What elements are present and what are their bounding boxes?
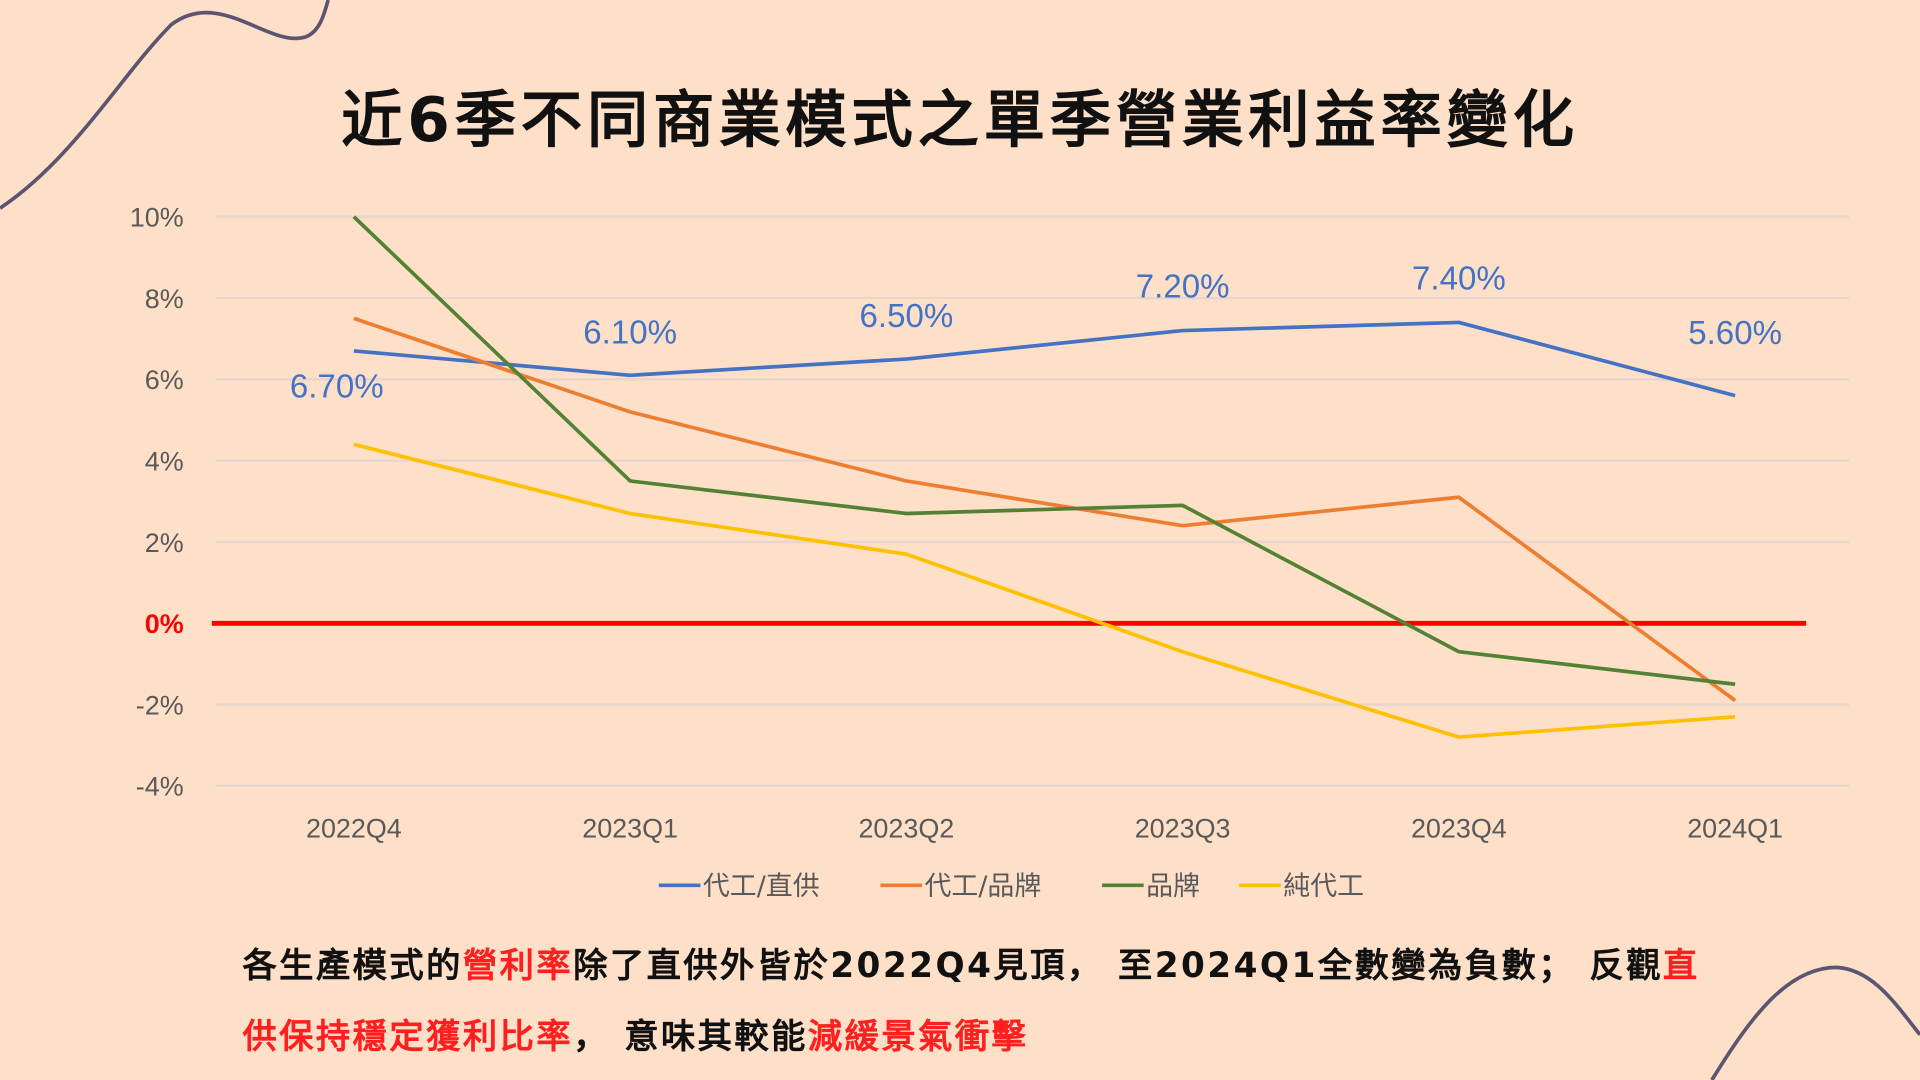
caption-text: ， 意味其較能 xyxy=(573,1016,808,1057)
series-line-代工/品牌 xyxy=(353,316,1737,702)
y-tick-label: 8% xyxy=(145,284,184,314)
x-tick-label: 2023Q1 xyxy=(582,814,678,844)
data-label: 7.20% xyxy=(1136,269,1230,306)
data-label: 6.70% xyxy=(290,368,384,405)
legend-label: 代工/品牌 xyxy=(924,871,1041,902)
y-tick-label: 2% xyxy=(145,528,184,558)
caption: 各生產模式的營利率除了直供外皆於2022Q4見頂， 至2024Q1全數變為負數；… xyxy=(242,931,1711,1073)
x-tick-label: 2023Q4 xyxy=(1411,814,1507,844)
series-line-品牌 xyxy=(352,215,1736,687)
y-tick-label: 4% xyxy=(145,446,184,476)
x-tick-label: 2023Q3 xyxy=(1135,814,1231,844)
caption-highlight: 直供保持穩定獲利比率 xyxy=(242,945,1700,1057)
data-label: 6.50% xyxy=(860,298,954,335)
y-tick-label: 10% xyxy=(130,203,184,233)
y-tick-label: 0% xyxy=(145,609,184,639)
legend-label: 代工/直供 xyxy=(703,871,820,902)
y-tick-label: -4% xyxy=(136,772,184,802)
x-tick-label: 2022Q4 xyxy=(306,814,402,844)
legend-label: 品牌 xyxy=(1146,871,1200,902)
data-label: 7.40% xyxy=(1412,260,1506,297)
series-line-純代工 xyxy=(353,442,1736,739)
caption-highlight: 減緩景氣衝擊 xyxy=(807,1016,1029,1057)
x-tick-label: 2024Q1 xyxy=(1687,814,1783,844)
y-tick-label: -2% xyxy=(136,690,184,720)
data-label: 5.60% xyxy=(1688,315,1782,352)
data-label: 6.10% xyxy=(583,314,677,351)
caption-text: 除了直供外皆於2022Q4見頂， 至2024Q1全數變為負數； 反觀 xyxy=(573,945,1663,986)
caption-text: 各生產模式的 xyxy=(242,945,463,986)
x-tick-label: 2023Q2 xyxy=(858,814,954,844)
chart-title: 近6季不同商業模式之單季營業利益率變化 xyxy=(341,84,1579,156)
series-line-代工/直供 xyxy=(353,320,1736,398)
legend-label: 純代工 xyxy=(1283,871,1364,902)
y-tick-label: 6% xyxy=(145,365,184,395)
caption-highlight: 營利率 xyxy=(462,945,574,986)
